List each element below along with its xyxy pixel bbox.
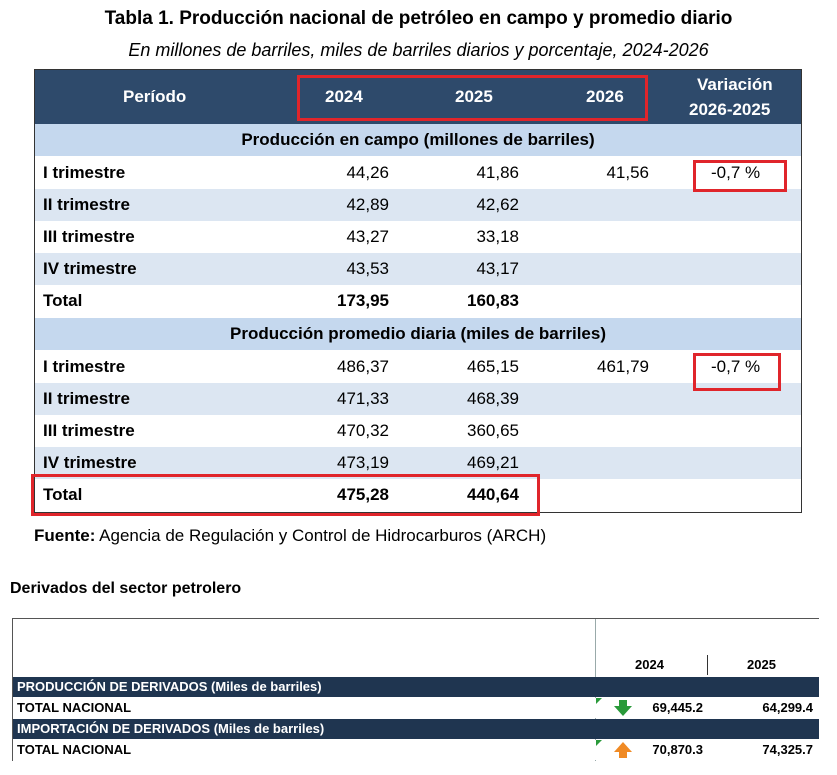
row-label: IV trimestre — [43, 453, 137, 472]
cell-2025: 33,18 — [476, 227, 519, 246]
table-row: IV trimestre 473,19 469,21 — [35, 447, 801, 479]
cell-2024: 44,26 — [346, 163, 389, 182]
table-title: Tabla 1. Producción nacional de petróleo… — [104, 8, 733, 29]
cell-2024: 173,95 — [337, 291, 389, 310]
table-row: III trimestre 470,32 360,65 — [35, 415, 801, 447]
year-2025-header: 2025 — [747, 657, 776, 672]
cell-2025: 465,15 — [467, 357, 519, 376]
cell-2026: 41,56 — [606, 163, 649, 182]
year-2024-header: 2024 — [635, 657, 664, 672]
year-separator — [707, 655, 708, 675]
cell-2024: 43,53 — [346, 259, 389, 278]
header-2026: 2026 — [586, 87, 624, 106]
highlight-years-box — [297, 75, 648, 121]
source-text: Agencia de Regulación y Control de Hidro… — [95, 526, 547, 545]
cell-2025: 74,325.7 — [762, 742, 813, 757]
row-label: Total — [43, 485, 83, 504]
row-label: IMPORTACIÓN DE DERIVADOS (Miles de barri… — [17, 721, 325, 736]
section-title-campo: Producción en campo (millones de barrile… — [35, 124, 801, 156]
section-heading: Derivados del sector petrolero — [10, 580, 242, 597]
cell-2025: 41,86 — [476, 163, 519, 182]
table-row: TOTAL NACIONAL 70,870.3 74,325.7 — [13, 740, 819, 760]
cell-2024: 486,37 — [337, 357, 389, 376]
section-row-importacion: IMPORTACIÓN DE DERIVADOS (Miles de barri… — [13, 719, 819, 739]
row-label: II trimestre — [43, 389, 130, 408]
cell-2025: 160,83 — [467, 291, 519, 310]
cell-2025: 43,17 — [476, 259, 519, 278]
cell-2025: 468,39 — [467, 389, 519, 408]
table-row: II trimestre 42,89 42,62 — [35, 189, 801, 221]
cell-2024: 43,27 — [346, 227, 389, 246]
table-row: I trimestre 44,26 41,86 41,56 -0,7 % — [35, 157, 801, 189]
highlight-variacion-box-2 — [693, 353, 781, 391]
table-row: I trimestre 486,37 465,15 461,79 -0,7 % — [35, 351, 801, 383]
row-label: III trimestre — [43, 227, 135, 246]
row-label: II trimestre — [43, 195, 130, 214]
cell-variacion: -0,7 % — [711, 357, 761, 376]
cell-2024: 70,870.3 — [652, 742, 703, 757]
cell-2024: 471,33 — [337, 389, 389, 408]
source-label: Fuente: — [34, 526, 96, 545]
row-label: IV trimestre — [43, 259, 137, 278]
row-label: TOTAL NACIONAL — [17, 700, 132, 715]
table-row: TOTAL NACIONAL 69,445.2 64,299.4 — [13, 698, 819, 718]
source-note: Fuente: Agencia de Regulación y Control … — [34, 526, 546, 546]
cell-2025: 440,64 — [467, 485, 519, 504]
cell-2024: 475,28 — [337, 485, 389, 504]
header-2025: 2025 — [455, 87, 493, 106]
table-subtitle: En millones de barriles, miles de barril… — [128, 40, 709, 60]
derivatives-table: 2024 2025 PRODUCCIÓN DE DERIVADOS (Miles… — [12, 618, 819, 761]
header-2024: 2024 — [325, 87, 363, 106]
row-label: Total — [43, 291, 83, 310]
table-row: II trimestre 471,33 468,39 — [35, 383, 801, 415]
arrow-up-icon — [614, 742, 632, 758]
header-variacion: Variación — [697, 75, 773, 94]
cell-2025: 469,21 — [467, 453, 519, 472]
header-variacion-years: 2026-2025 — [689, 100, 771, 119]
cell-marker — [596, 698, 602, 704]
section-title-diaria: Producción promedio diaria (miles de bar… — [35, 318, 801, 350]
cell-2024: 69,445.2 — [652, 700, 703, 715]
section-row-produccion: PRODUCCIÓN DE DERIVADOS (Miles de barril… — [13, 677, 819, 697]
table-header: Período 2024 2025 2026 Variación 2026-20… — [35, 70, 801, 124]
table-row: III trimestre 43,27 33,18 — [35, 221, 801, 253]
row-label: III trimestre — [43, 421, 135, 440]
cell-2024: 42,89 — [346, 195, 389, 214]
row-label: PRODUCCIÓN DE DERIVADOS (Miles de barril… — [17, 679, 322, 694]
cell-2024: 473,19 — [337, 453, 389, 472]
production-table: Período 2024 2025 2026 Variación 2026-20… — [34, 69, 802, 513]
highlight-variacion-box-1 — [693, 160, 787, 192]
table-row: IV trimestre 43,53 43,17 — [35, 253, 801, 285]
table-row-total: Total 475,28 440,64 — [35, 479, 801, 511]
cell-marker — [596, 740, 602, 746]
cell-variacion: -0,7 % — [711, 163, 761, 182]
cell-2025: 42,62 — [476, 195, 519, 214]
cell-2025: 64,299.4 — [762, 700, 813, 715]
row-label: I trimestre — [43, 357, 126, 376]
row-label: I trimestre — [43, 163, 126, 182]
row-label: TOTAL NACIONAL — [17, 742, 132, 757]
arrow-down-icon — [614, 700, 632, 716]
cell-2025: 360,65 — [467, 421, 519, 440]
header-periodo: Período — [123, 87, 187, 106]
cell-2024: 470,32 — [337, 421, 389, 440]
cell-2026: 461,79 — [597, 357, 649, 376]
table-row-total: Total 173,95 160,83 — [35, 285, 801, 317]
highlight-total-box — [31, 474, 540, 516]
